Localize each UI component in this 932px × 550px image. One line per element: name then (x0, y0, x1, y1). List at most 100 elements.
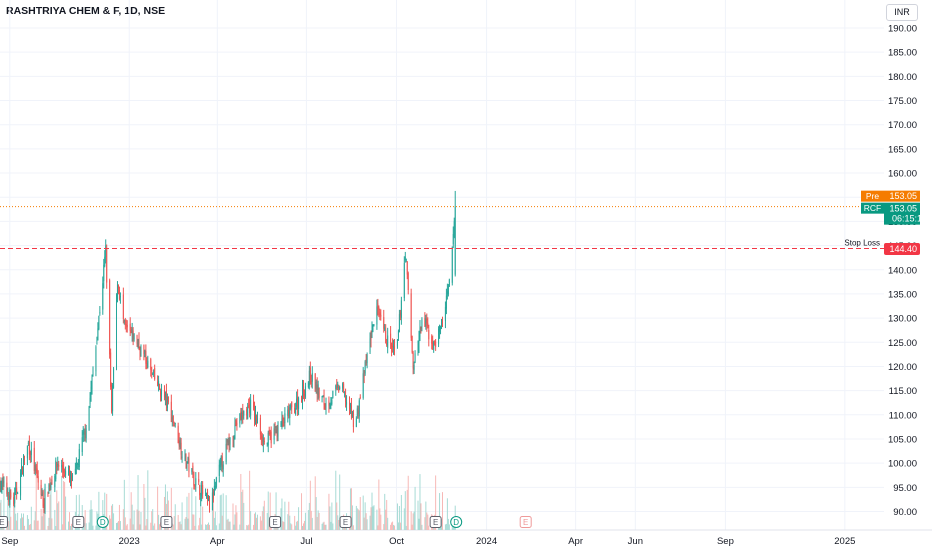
candle-body (441, 321, 443, 325)
candle-body (151, 370, 153, 372)
grid-lines (0, 0, 932, 531)
candle-body (298, 398, 300, 410)
volume-bar (179, 521, 181, 530)
candle-body (106, 248, 108, 283)
candle-body (41, 493, 43, 496)
last-price-box (884, 202, 920, 225)
volume-bar (294, 515, 296, 530)
candle-body (214, 486, 216, 489)
candle-body (62, 465, 64, 471)
volume-bar (385, 509, 387, 530)
y-tick-label: 175.00 (888, 96, 917, 107)
candle-body (119, 296, 121, 298)
volume-bar (397, 522, 399, 530)
time-axis[interactable]: Sep 2023 Apr Jul Oct 2024 Apr Jun Sep 2025 (1, 536, 855, 547)
volume-bar (8, 521, 10, 530)
volume-bar (318, 512, 320, 530)
volume-bar (85, 523, 87, 530)
volume-bar (411, 524, 413, 530)
candle-body (427, 322, 429, 328)
volume-bar (91, 509, 93, 530)
candle-body (366, 354, 368, 364)
volume-bar (391, 522, 393, 530)
candle-body (403, 263, 405, 299)
earnings-marker-text: E (272, 518, 277, 527)
volume-bar (37, 520, 39, 530)
pre-market-tag (861, 190, 884, 202)
x-tick-label: Apr (210, 536, 225, 547)
candle-body (194, 485, 196, 487)
volume-bar (123, 479, 125, 530)
volume-bar (193, 514, 195, 530)
candle-body (392, 345, 394, 347)
x-tick-label: 2025 (834, 536, 855, 547)
candle-body (180, 442, 182, 455)
volume-bar (132, 524, 134, 530)
volume-bar (138, 510, 140, 530)
candle-body (102, 283, 104, 310)
candle-body (439, 325, 441, 332)
volume-bar (291, 524, 293, 530)
candle-body (82, 431, 84, 436)
volume-bar (393, 524, 395, 530)
volume-bar (206, 524, 208, 530)
candle-body (377, 303, 379, 309)
candle-body (337, 383, 339, 388)
volume-bar (220, 494, 222, 530)
volume-bar (153, 525, 155, 530)
candle-body (400, 300, 402, 318)
candle-body (117, 285, 119, 288)
y-tick-label: 160.00 (888, 169, 917, 180)
volume-bar (34, 511, 36, 530)
volume-bar (403, 508, 405, 530)
candle-body (22, 466, 24, 475)
volume-bar (17, 512, 19, 530)
candle-body (166, 397, 168, 408)
candle-body (283, 421, 285, 423)
candle-body (316, 384, 318, 395)
candle-body (8, 496, 10, 502)
candle-body (71, 474, 73, 481)
candle-body (174, 423, 176, 425)
volume-bar (106, 493, 108, 530)
candle-body (35, 465, 37, 472)
volume-bar (414, 486, 416, 530)
volume-bar (145, 525, 147, 530)
volume-bar (284, 501, 286, 530)
volume-bar (323, 521, 325, 530)
volume-bar (126, 524, 128, 530)
candle-body (291, 401, 293, 408)
volume-bar (435, 475, 437, 530)
candle-body (242, 411, 244, 419)
candle-body (49, 485, 51, 488)
candle-body (133, 333, 135, 340)
candle-body (131, 328, 133, 335)
pre-market-price-text: 153.05 (889, 191, 917, 201)
candle-body (267, 432, 269, 446)
candle-body (243, 411, 245, 416)
candle-body (358, 400, 360, 417)
volume-bar (180, 524, 182, 530)
candle-body (152, 373, 154, 375)
volume-bar (363, 517, 365, 530)
volume-bar (392, 521, 394, 530)
candle-body (13, 497, 15, 505)
volume-bar (289, 515, 291, 530)
volume-bar (199, 517, 201, 530)
volume-bar (29, 524, 31, 530)
volume-bar (21, 513, 23, 530)
candle-body (103, 264, 105, 281)
candle-body (262, 437, 264, 446)
volume-bar (322, 522, 324, 530)
candle-body (413, 365, 415, 370)
x-tick-label: Jul (300, 536, 312, 547)
currency-button[interactable]: INR (886, 4, 918, 21)
volume-bar (112, 504, 114, 530)
candle-body (446, 291, 448, 295)
price-axis[interactable]: 90.00 95.00 100.00 105.00 110.00 115.00 120.00… (888, 24, 917, 519)
candle-body (9, 489, 11, 505)
candle-body (338, 386, 340, 392)
volume-bar (383, 524, 385, 530)
candle-body (186, 462, 188, 464)
